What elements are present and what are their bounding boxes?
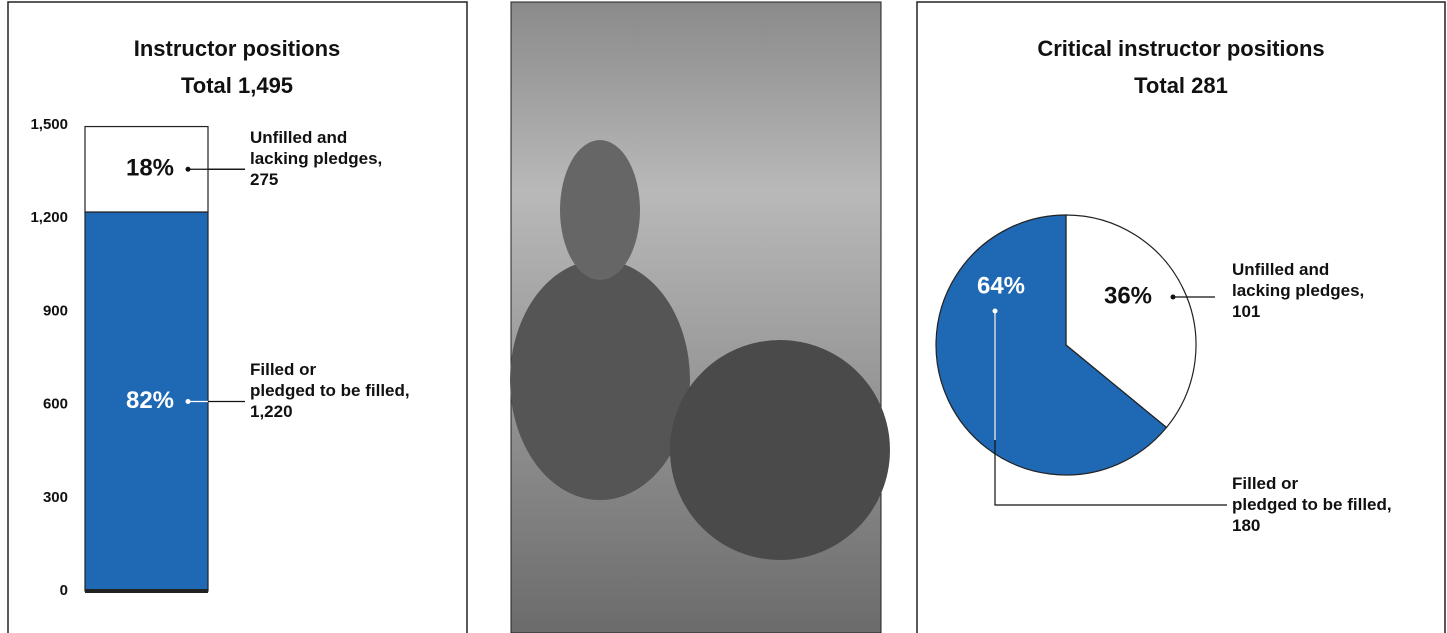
value-label: 1,220 [250,401,410,422]
chart-subtitle: Total 1,495 [181,73,293,98]
photo-figure [560,140,640,280]
chart-subtitle: Total 281 [1134,73,1228,98]
page: Instructor positions Total 1,495 0 300 600 90… [0,0,1447,633]
y-tick-label: 300 [43,489,68,506]
value-label: 180 [1232,515,1392,536]
segment-label: Unfilled and lacking pledges,101 [1232,259,1364,322]
leader-dot [993,309,998,314]
y-tick-label: 0 [60,582,68,599]
legend-name: Unfilled and lacking pledges, [250,127,382,169]
y-tick-label: 1,500 [30,116,68,133]
y-tick-label: 900 [43,302,68,319]
figure: Instructor positions Total 1,495 0 300 600 90… [0,0,1447,633]
percent-label: 64% [977,272,1025,299]
leader-dot [1171,295,1176,300]
segment-label: Filled or pledged to be filled,180 [1232,473,1392,536]
y-tick-label: 600 [43,396,68,413]
chart-title: Instructor positions [134,36,341,61]
value-label: 275 [250,169,382,190]
segment-label: Unfilled and lacking pledges,275 [250,127,382,190]
y-tick-label: 1,200 [30,209,68,226]
chart-title: Critical instructor positions [1037,36,1324,61]
percent-label: 82% [126,387,174,414]
legend-name: Filled or pledged to be filled, [250,359,410,401]
legend-name: Filled or pledged to be filled, [1232,473,1392,515]
percent-label: 18% [126,155,174,182]
photo-figure [670,340,890,560]
segment-label: Filled or pledged to be filled,1,220 [250,359,410,422]
photo [510,2,890,633]
value-label: 101 [1232,301,1364,322]
photo-figure [510,260,690,500]
legend-name: Unfilled and lacking pledges, [1232,259,1364,301]
percent-label: 36% [1104,282,1152,309]
